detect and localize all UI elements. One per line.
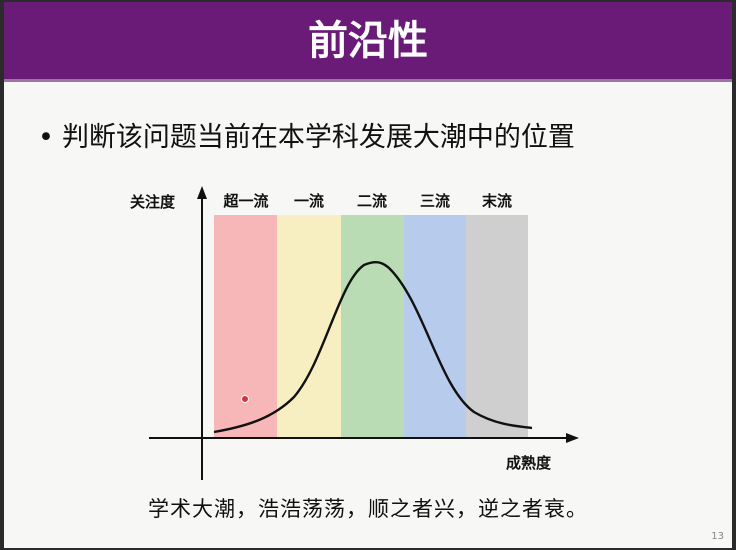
band-label-super-first-class: 超一流 [222,192,268,210]
slide-title: 前沿性 [308,18,428,64]
title-bar: 前沿性 [4,2,732,82]
page-number: 13 [711,531,724,542]
band-last-class [466,215,528,438]
band-label-third-class: 三流 [420,192,450,210]
band-super-first-class [214,215,277,438]
marker-dot [241,395,249,403]
bullet-item: • 判断该问题当前在本学科发展大潮中的位置 [38,120,575,156]
x-axis-label: 成熟度 [506,454,552,472]
x-axis-arrow-icon [566,433,579,443]
bullet-text: 判断该问题当前在本学科发展大潮中的位置 [61,122,575,153]
band-label-second-class: 二流 [357,192,387,210]
band-third-class [404,215,466,438]
band-label-first-class: 一流 [294,192,324,210]
band-second-class [341,215,404,438]
y-axis-arrow-icon [197,186,207,199]
y-axis-label: 关注度 [130,193,176,211]
band-label-last-class: 末流 [482,192,512,210]
maturity-diagram: 超一流 一流 二流 三流 末流 关注度 成熟度 [130,186,579,480]
quote-text: 学术大潮，浩浩荡荡，顺之者兴，逆之者衰。 [148,497,588,521]
bell-curve [213,260,533,434]
bullet-dot-icon: • [38,122,54,153]
slide: 前沿性 • 判断该问题当前在本学科发展大潮中的位置 超一流 一流 二流 三流 末流… [4,2,732,548]
